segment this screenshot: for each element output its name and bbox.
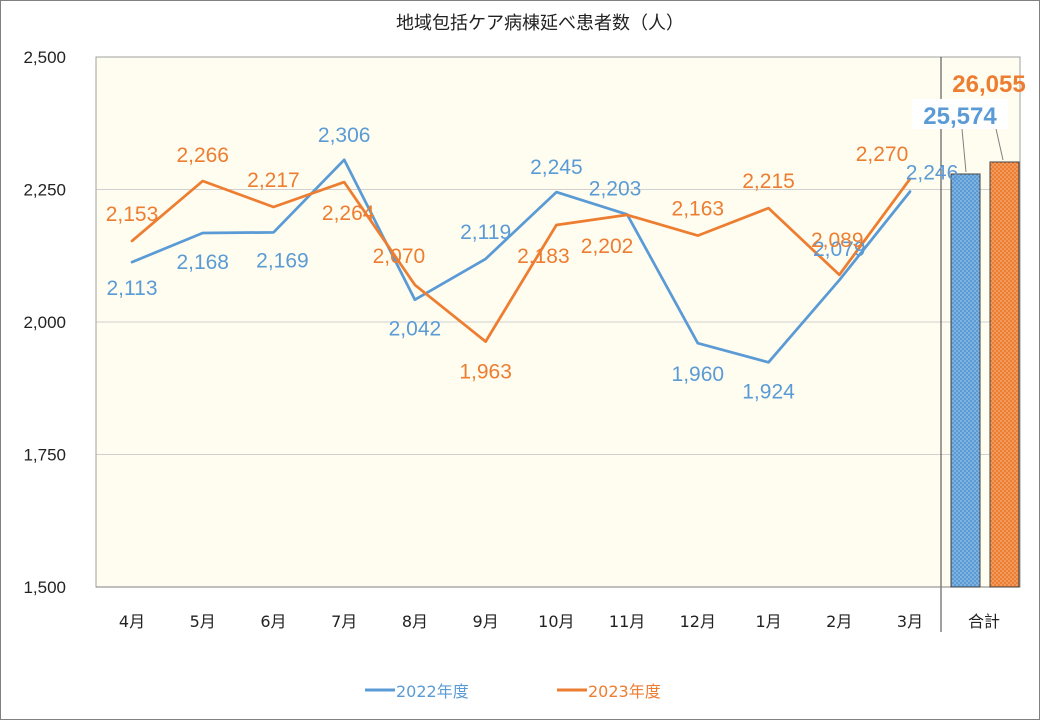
- data-label: 2,183: [517, 245, 570, 268]
- total-label-1: 25,574: [923, 103, 997, 130]
- data-label: 2,245: [530, 156, 583, 179]
- x-tick-label: 11月: [609, 612, 645, 631]
- plot-area: [95, 56, 1021, 632]
- total-bar-1: [950, 173, 981, 588]
- total-label-2: 26,055: [952, 71, 1025, 98]
- x-tick-label: 8月: [402, 612, 428, 631]
- legend-label: 2023年度: [588, 682, 661, 701]
- data-label: 2,163: [672, 198, 725, 221]
- series-lines: [130, 101, 1020, 588]
- data-label: 2,169: [256, 249, 309, 272]
- data-label: 2,217: [247, 169, 300, 192]
- data-label: 2,089: [811, 229, 864, 252]
- series-line-1: [130, 158, 912, 364]
- data-label: 2,042: [389, 318, 442, 341]
- x-tick-label: 3月: [897, 612, 923, 631]
- data-labels: 2,113 2,168 2,169 2,306 2,042 2,119 2,245 2,203…: [106, 71, 1026, 403]
- x-tick-label: 4月: [119, 612, 145, 631]
- data-label: 2,079: [813, 238, 866, 261]
- total-leader-line-1: [961, 128, 967, 173]
- x-tick-label: 12月: [680, 612, 716, 631]
- legend-label: 2022年度: [396, 682, 469, 701]
- legend: 2022年度 2023年度: [365, 682, 661, 701]
- data-label: 2,270: [856, 143, 909, 166]
- data-label: 2,153: [106, 203, 159, 226]
- series-line-2: [130, 177, 912, 343]
- total-label-background: [912, 99, 1008, 129]
- x-axis-ticks: 4月 5月 6月 7月 8月 9月 10月 11月 12月 1月 2月 3月 合計: [119, 612, 1000, 631]
- data-label: 2,266: [176, 144, 229, 167]
- data-label: 1,960: [672, 363, 725, 386]
- data-label: 1,963: [459, 361, 512, 384]
- data-label: 2,113: [107, 277, 158, 300]
- x-tick-label: 1月: [755, 612, 781, 631]
- data-label: 2,202: [581, 235, 634, 258]
- data-label: 2,264: [322, 202, 375, 225]
- data-label: 2,119: [460, 221, 511, 244]
- y-axis-ticks: 1,500 1,750 2,000 2,250 2,500: [23, 48, 66, 597]
- x-tick-label-total: 合計: [968, 612, 1000, 631]
- y-tick-label: 1,750: [23, 446, 66, 465]
- x-tick-label: 2月: [826, 612, 852, 631]
- total-bar-2: [989, 161, 1020, 588]
- x-tick-label: 7月: [331, 612, 357, 631]
- x-tick-label: 9月: [473, 612, 499, 631]
- y-tick-label: 2,000: [23, 313, 66, 332]
- data-label: 1,924: [742, 380, 795, 403]
- data-label: 2,168: [176, 251, 229, 274]
- data-label: 2,306: [318, 124, 371, 147]
- x-tick-label: 10月: [538, 612, 574, 631]
- x-tick-label: 5月: [190, 612, 216, 631]
- data-label: 2,203: [589, 177, 642, 200]
- y-tick-label: 2,500: [23, 48, 66, 67]
- y-tick-label: 1,500: [23, 578, 66, 597]
- chart-title: 地域包括ケア病棟延べ患者数（人）: [396, 13, 684, 34]
- x-tick-label: 6月: [260, 612, 286, 631]
- y-tick-label: 2,250: [23, 181, 66, 200]
- data-label: 2,070: [373, 245, 426, 268]
- data-label: 2,215: [742, 170, 795, 193]
- data-label: 2,246: [906, 162, 959, 185]
